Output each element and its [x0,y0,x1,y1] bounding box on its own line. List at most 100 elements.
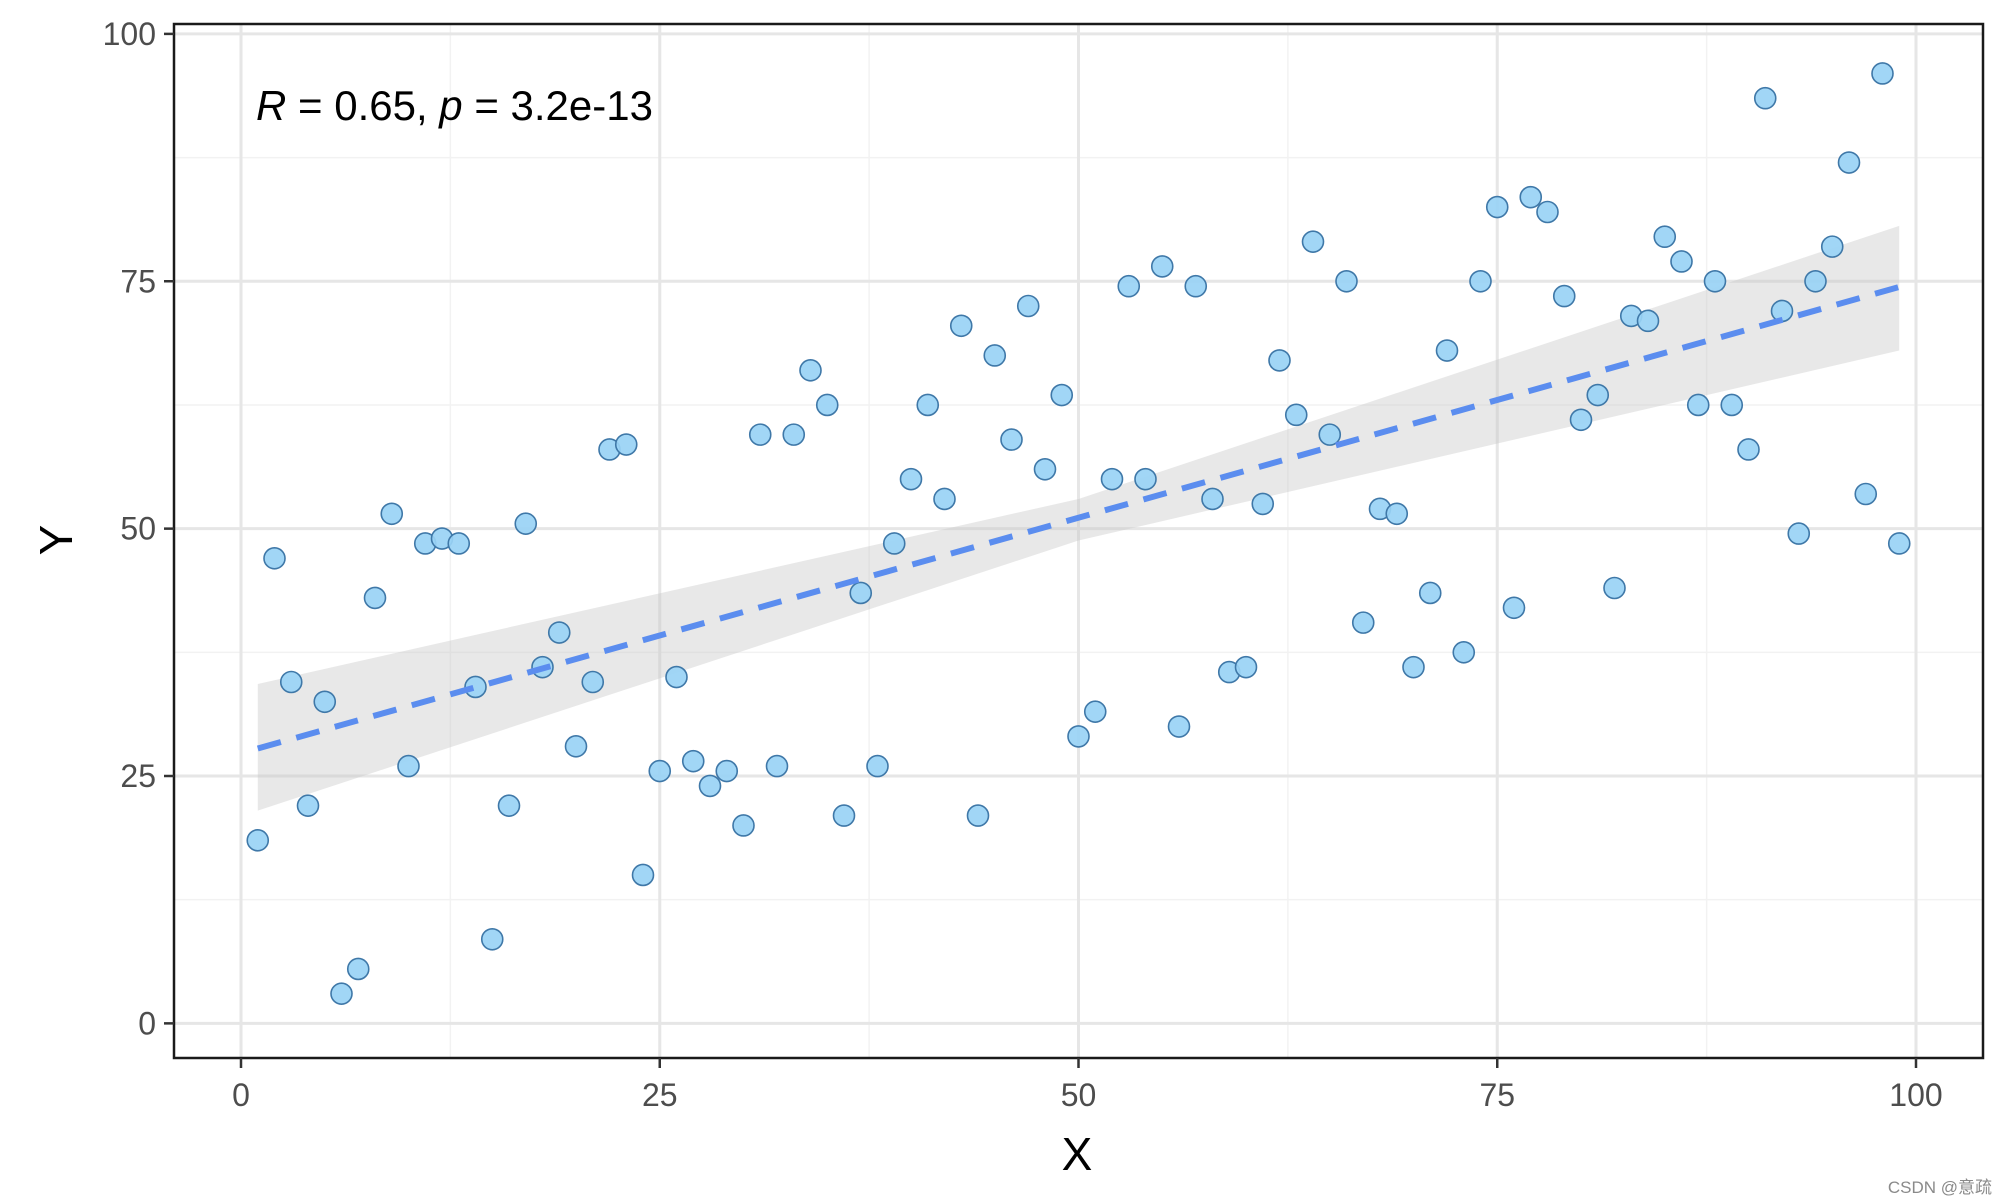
data-point [1385,502,1409,526]
data-point [246,829,270,852]
data-point [1569,408,1593,432]
watermark: CSDN @意疏 [1888,1178,1992,1197]
data-point [1636,309,1660,333]
y-tick-label: 100 [103,16,156,52]
p-value: = 3.2e-13 [463,82,653,129]
data-point [1268,349,1291,372]
data-point [1502,596,1526,620]
data-point [564,735,588,758]
data-point [363,586,387,610]
data-point [1887,532,1911,555]
data-point [882,532,906,555]
data-point [480,927,504,951]
data-point [1234,655,1258,679]
data-point [1686,393,1710,417]
data-points [246,62,1911,1005]
data-point [748,423,772,446]
data-point [648,759,672,783]
data-point [1703,269,1727,293]
data-point [1720,393,1744,417]
data-point [1050,383,1074,407]
data-point [1452,641,1476,664]
data-point [949,314,973,338]
data-point [1301,230,1325,253]
x-tick-label: 0 [232,1077,250,1113]
data-point [1871,62,1894,85]
data-point [681,749,705,773]
data-point [1134,467,1157,491]
data-point [715,759,739,783]
data-point [799,359,822,382]
r-value: = 0.65, [286,82,439,129]
p-symbol: p [437,82,462,129]
data-point [1469,269,1492,293]
data-point [1435,339,1459,362]
data-point [866,754,889,778]
data-point [1351,611,1375,634]
r-symbol: R [256,82,286,129]
data-point [1000,428,1023,451]
data-point [983,344,1007,367]
y-tick-label: 75 [120,263,156,299]
data-point [1737,438,1760,461]
data-point [581,670,605,694]
data-point [1787,522,1811,545]
data-point [1033,457,1057,481]
data-point [732,814,755,837]
data-point [1653,225,1677,249]
data-point [279,670,303,694]
y-tick-label: 25 [120,758,156,794]
data-point [832,804,856,827]
x-tick-label: 100 [1889,1077,1942,1113]
data-point [1485,195,1509,219]
data-point [464,675,487,699]
data-point [1418,581,1442,605]
y-tick-label: 50 [120,511,156,547]
data-point [514,512,538,535]
data-point [1753,86,1777,110]
data-point [899,467,923,491]
data-point [296,794,320,817]
data-point [1284,403,1308,427]
x-tick-label: 50 [1061,1077,1097,1113]
data-point [1519,185,1543,209]
data-point [614,433,638,456]
data-point [1552,284,1576,308]
x-tick-label: 25 [642,1077,678,1113]
data-point [1201,487,1224,511]
regression-line-group [256,284,1901,752]
data-point [966,804,990,827]
x-axis-title: X [1062,1128,1093,1180]
axes: 0 25 50 75 100 0 25 50 75 100 [103,16,1943,1113]
data-point [380,502,404,526]
data-point [263,547,286,570]
data-point [1184,274,1208,298]
data-point [765,754,789,778]
data-point [1536,200,1559,224]
data-point [782,423,806,446]
data-point [1318,423,1342,446]
data-point [1837,151,1861,174]
regression-line [256,284,1901,752]
data-point [1335,269,1358,293]
data-point [1603,576,1626,600]
data-point [397,754,420,778]
y-axis-title: Y [30,525,82,556]
data-point [933,487,956,511]
data-point [1670,250,1693,273]
data-point [1016,294,1040,318]
x-tick-label: 75 [1479,1077,1515,1113]
data-point [665,665,688,689]
data-point [1083,700,1107,723]
data-point [1804,269,1827,293]
data-point [1067,725,1090,748]
data-point [1854,482,1878,506]
data-point [447,532,471,555]
data-point [346,957,370,981]
data-point [1100,467,1124,491]
data-point [1150,255,1174,278]
data-point [631,863,655,887]
data-point [698,774,722,798]
data-point [330,982,353,1005]
